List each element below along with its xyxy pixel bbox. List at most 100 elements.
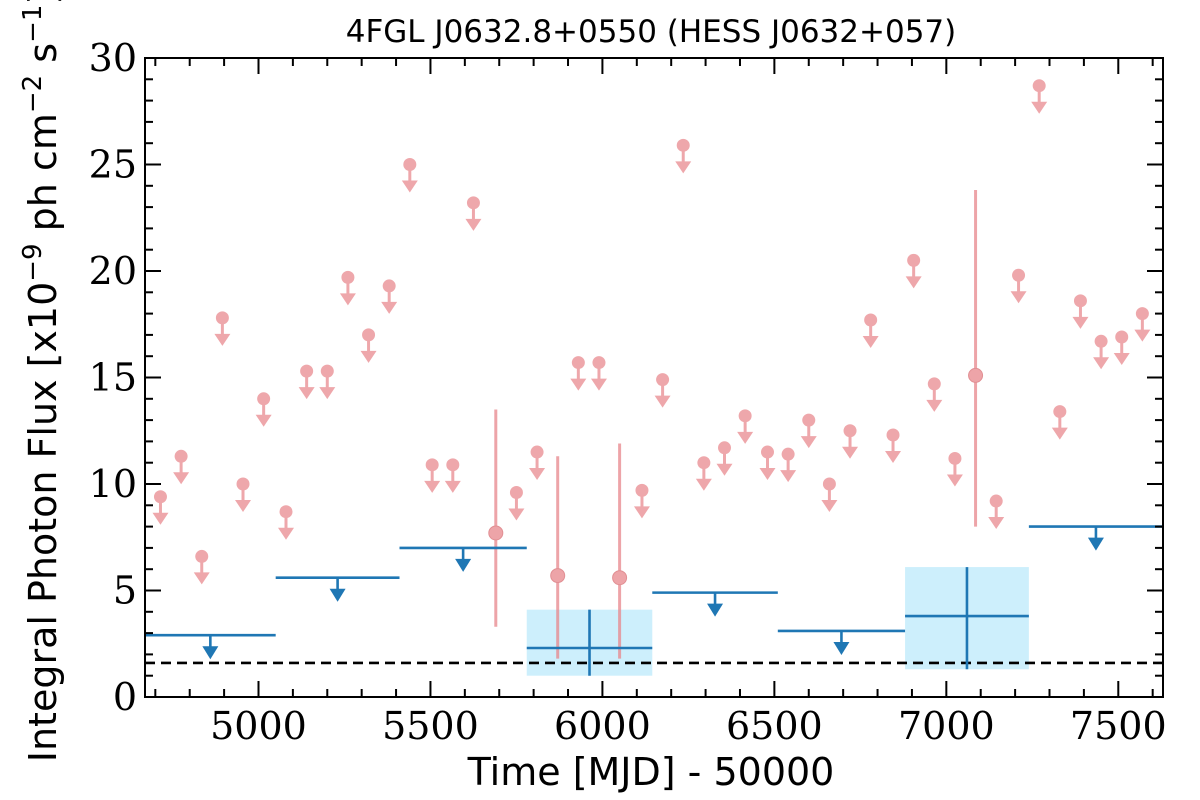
upper-limit-mark: [759, 445, 776, 481]
upper-limit-point: [697, 456, 711, 470]
upper-limit-arrow: [800, 436, 817, 449]
upper-limit-mark: [444, 458, 461, 493]
upper-limit-point: [195, 549, 209, 563]
upper-limit-point: [279, 505, 293, 519]
coarse-upper-limit-mark: [652, 591, 778, 617]
upper-limit-arrow: [444, 480, 461, 493]
upper-limit-point: [1012, 268, 1026, 282]
y-tick-label: 5: [113, 569, 137, 613]
y-tick-label: 20: [89, 249, 137, 293]
upper-limit-arrow: [1134, 329, 1151, 342]
upper-limit-arrow: [633, 506, 650, 519]
coarse-upper-limit-mark: [399, 546, 527, 572]
upper-limit-point: [738, 409, 752, 423]
upper-limit-arrow: [193, 572, 210, 585]
upper-limit-point: [656, 373, 670, 387]
plot-clip-group: [145, 79, 1163, 676]
upper-limit-point: [1115, 330, 1129, 344]
detection-point: [550, 568, 566, 584]
upper-limit-point: [676, 138, 690, 152]
y-tick-label: 0: [113, 675, 137, 719]
y-tick-label: 10: [89, 462, 137, 506]
x-axis-label: Time [MJD] - 50000: [467, 750, 835, 794]
upper-limit-arrow: [1031, 101, 1048, 114]
detection-mark: [968, 190, 984, 527]
upper-limit-point: [989, 494, 1003, 508]
upper-limit-mark: [716, 441, 733, 476]
upper-limit-point: [1135, 307, 1149, 321]
coarse-upper-limit-arrow: [455, 558, 472, 572]
upper-limit-arrow: [946, 474, 963, 487]
upper-limit-point: [446, 458, 460, 472]
x-tick-label: 6000: [554, 704, 651, 748]
upper-limit-mark: [590, 356, 607, 391]
upper-limit-arrow: [654, 395, 671, 408]
upper-limit-arrow: [716, 463, 733, 476]
coarse-upper-limit-arrow: [329, 588, 346, 602]
upper-limit-arrow: [381, 301, 398, 314]
upper-limit-arrow: [255, 414, 272, 427]
upper-limit-point: [843, 424, 857, 438]
upper-limit-mark: [1134, 307, 1151, 342]
upper-limit-point: [509, 486, 523, 500]
upper-limit-mark: [946, 451, 963, 487]
upper-limit-mark: [1072, 294, 1089, 329]
upper-limit-mark: [675, 138, 692, 174]
upper-limit-mark: [737, 409, 754, 444]
upper-limit-arrow: [278, 527, 295, 540]
upper-limit-mark: [508, 486, 525, 521]
upper-limit-point: [927, 377, 941, 391]
upper-limit-arrow: [570, 378, 587, 391]
upper-limit-mark: [988, 494, 1005, 530]
upper-limit-arrow: [339, 293, 356, 306]
y-axis-label: Integral Photon Flux [x10−9 ph cm−2 s−1]: [18, 0, 65, 762]
axis-ticks: 5000 5500 6000 6500 7000 7500 0 5 10 15 20 25 30: [89, 36, 1167, 748]
upper-limit-mark: [1031, 79, 1048, 114]
upper-limit-arrow: [1113, 353, 1130, 366]
upper-limit-point: [153, 490, 167, 504]
upper-limit-mark: [298, 364, 315, 400]
upper-limit-arrow: [988, 517, 1005, 530]
upper-limit-mark: [255, 392, 272, 427]
upper-limit-point: [236, 477, 250, 491]
y-tick-label: 25: [89, 143, 137, 187]
upper-limit-arrow: [1010, 291, 1027, 304]
upper-limit-point: [802, 413, 816, 427]
x-tick-label: 6500: [726, 704, 823, 748]
coarse-detection-mark: [905, 567, 1029, 670]
plot-area: [145, 79, 1163, 676]
upper-limit-point: [635, 483, 649, 497]
coarse-upper-limit-arrow: [707, 603, 724, 617]
upper-limit-mark: [278, 505, 295, 540]
upper-limit-mark: [821, 477, 838, 512]
upper-limit-mark: [780, 447, 797, 483]
upper-limit-point: [425, 458, 439, 472]
upper-limit-point: [1073, 294, 1087, 308]
upper-limit-arrow: [862, 335, 879, 348]
upper-limit-arrow: [695, 478, 712, 491]
upper-limit-arrow: [235, 500, 252, 512]
detection-mark: [488, 409, 504, 627]
upper-limit-mark: [654, 373, 671, 408]
x-tick-label: 5500: [382, 704, 479, 748]
upper-limit-point: [466, 196, 480, 210]
upper-limit-point: [886, 428, 900, 442]
upper-limit-point: [571, 356, 585, 370]
upper-limit-mark: [465, 196, 482, 231]
upper-limit-arrow: [152, 512, 169, 525]
upper-limit-mark: [214, 311, 231, 346]
upper-limit-mark: [193, 549, 210, 585]
upper-limit-mark: [885, 428, 902, 464]
upper-limit-arrow: [759, 468, 776, 481]
upper-limit-arrow: [173, 472, 190, 485]
upper-limit-mark: [319, 364, 336, 400]
upper-limit-arrow: [1072, 316, 1089, 329]
upper-limit-point: [864, 313, 878, 327]
upper-limit-point: [948, 451, 962, 465]
upper-limit-mark: [695, 456, 712, 491]
upper-limit-point: [530, 445, 544, 459]
upper-limit-point: [718, 441, 732, 455]
upper-limit-point: [382, 279, 396, 293]
upper-limit-mark: [173, 449, 190, 485]
